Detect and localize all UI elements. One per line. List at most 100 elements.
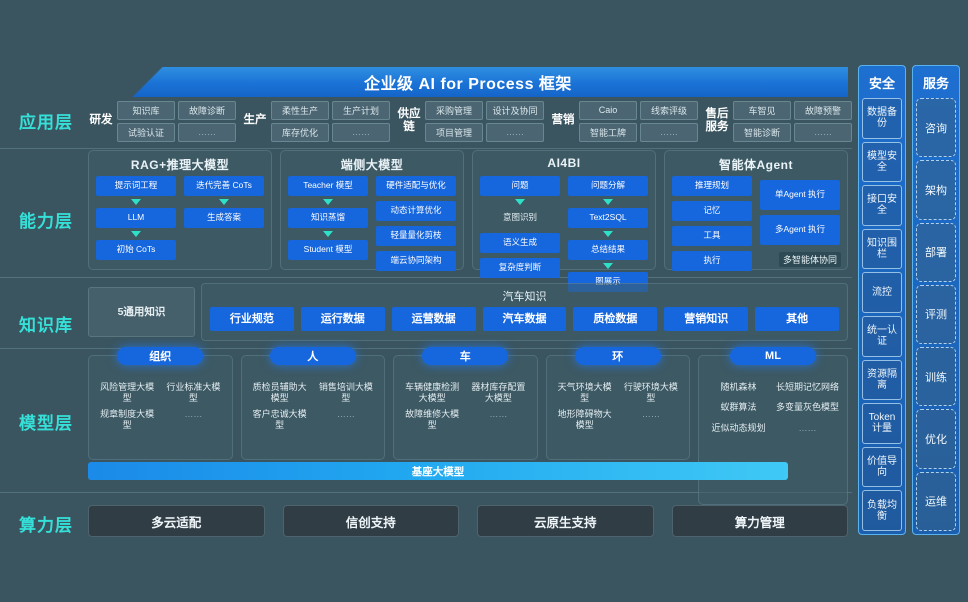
model-cell[interactable]: 车辆健康检测大模型 [405,382,460,404]
model-cell-more[interactable]: …… [184,408,203,419]
app-cell-more[interactable]: …… [794,122,852,142]
app-cell-more[interactable]: …… [640,122,698,142]
security-item[interactable]: 统一认证 [862,315,902,357]
app-group-production[interactable]: 生产 柔性生产 生产计划 库存优化 …… [242,99,390,143]
model-cell-more[interactable]: …… [798,422,817,433]
model-cell[interactable]: 地形障碍物大模型 [557,408,612,430]
model-cell[interactable]: 行业标准大模型 [166,382,221,404]
model-cell[interactable]: 质检员辅助大模型 [252,382,307,404]
model-cell[interactable]: 销售培训大模型 [318,382,373,404]
capability-node[interactable]: 推理规划 [672,176,752,196]
security-item[interactable]: 资源隔离 [862,359,902,401]
knowledge-item[interactable]: 运行数据 [300,307,385,331]
app-cell[interactable]: 柔性生产 [271,100,329,120]
capability-panel-ai4bi[interactable]: AI4BI 问题 意图识别 语义生成 复杂度判断 问题分解 Text2SQL 总… [472,150,656,292]
model-cell[interactable]: 行驶环境大模型 [623,382,678,404]
capability-node[interactable]: 多Agent 执行 [760,215,840,245]
service-item[interactable]: 优化 [916,409,956,469]
security-item[interactable]: 知识围栏 [862,228,902,270]
capability-panel-edge-model[interactable]: 端侧大模型 Teacher 模型 知识蒸馏 Student 模型 硬件适配与优化… [280,150,464,271]
service-item[interactable]: 架构 [916,160,956,220]
knowledge-item[interactable]: 其他 [755,307,840,331]
capability-node[interactable]: 端云协同架构 [376,251,456,271]
service-item[interactable]: 训练 [916,347,956,407]
capability-node[interactable]: 知识蒸馏 [288,208,368,228]
app-cell[interactable]: 车智见 [733,100,791,120]
compute-item-multicloud[interactable]: 多云适配 [88,505,265,537]
model-group-ml[interactable]: ML 随机森林 长短期记忆网络 蚁群算法 多变量灰色模型 近似动态规划 …… [698,347,848,505]
app-cell[interactable]: Caio [579,100,637,120]
model-group-environment[interactable]: 环 天气环境大模型 行驶环境大模型 地形障碍物大模型 …… [545,347,690,460]
security-item[interactable]: Token计量 [862,403,902,444]
model-cell[interactable]: 长短期记忆网络 [776,382,840,392]
knowledge-item[interactable]: 行业规范 [210,307,294,331]
capability-node[interactable]: 意图识别 [502,212,537,223]
service-item[interactable]: 部署 [916,222,956,282]
security-item[interactable]: 流控 [862,272,902,313]
app-cell[interactable]: 线索评级 [640,100,698,120]
capability-panel-rag[interactable]: RAG+推理大模型 提示词工程 LLM 初始 CoTs 迭代完善 CoTs 生成… [88,150,272,270]
app-cell[interactable]: 生产计划 [332,100,390,120]
app-cell[interactable]: 采购管理 [425,100,483,120]
capability-node[interactable]: 问题 [480,176,560,196]
app-group-rd[interactable]: 研发 知识库 故障诊断 试验认证 …… [88,99,236,143]
capability-node[interactable]: Student 模型 [288,240,368,260]
knowledge-item[interactable]: 汽车数据 [482,307,567,331]
capability-node[interactable]: 执行 [672,251,752,271]
app-cell-more[interactable]: …… [486,122,544,142]
base-model-bar[interactable]: 基座大模型 [88,462,788,480]
service-item[interactable]: 评测 [916,284,956,345]
app-cell[interactable]: 故障诊断 [178,100,236,120]
app-cell[interactable]: 试验认证 [117,122,175,142]
model-group-vehicle[interactable]: 车 车辆健康检测大模型 器材库存配置大模型 故障维修大模型 …… [393,347,538,460]
model-cell[interactable]: 随机森林 [720,382,757,392]
model-cell[interactable]: 客户忠诚大模型 [252,408,307,430]
capability-node[interactable]: 迭代完善 CoTs [184,176,264,196]
capability-node[interactable]: 生成答案 [184,208,264,228]
capability-node[interactable]: 工具 [672,226,752,246]
capability-node[interactable]: 语义生成 [480,233,560,253]
capability-node[interactable]: 总结结果 [568,240,648,260]
capability-node[interactable]: 动态计算优化 [376,201,456,221]
capability-node[interactable]: Teacher 模型 [288,176,368,196]
model-cell-more[interactable]: …… [336,408,355,419]
model-cell[interactable]: 近似动态规划 [711,422,766,433]
app-cell[interactable]: 知识库 [117,100,175,120]
capability-node[interactable]: 记忆 [672,201,752,221]
model-cell[interactable]: 故障维修大模型 [405,408,460,430]
app-group-marketing[interactable]: 营销 Caio 线索评级 智能工牌 …… [550,99,698,143]
app-group-supply-chain[interactable]: 供应链 采购管理 设计及协同 项目管理 …… [396,99,544,143]
model-cell[interactable]: 器材库存配置大模型 [471,382,526,404]
compute-item-compute-mgmt[interactable]: 算力管理 [671,505,848,537]
capability-node[interactable]: LLM [96,208,176,228]
model-cell[interactable]: 风险管理大模型 [100,382,155,404]
security-item[interactable]: 模型安全 [862,141,902,183]
security-item[interactable]: 数据备份 [862,98,902,139]
capability-node[interactable]: 初始 CoTs [96,240,176,260]
capability-node[interactable]: 问题分解 [568,176,648,196]
model-group-organization[interactable]: 组织 风险管理大模型 行业标准大模型 规章制度大模型 …… [88,347,233,460]
capability-panel-agent[interactable]: 智能体Agent 推理规划 记忆 工具 执行 单Agent 执行 多Agent … [664,150,848,271]
capability-node[interactable]: 单Agent 执行 [760,180,840,210]
security-item[interactable]: 价值导向 [862,446,902,488]
app-cell[interactable]: 库存优化 [271,122,329,142]
security-item[interactable]: 负载均衡 [862,490,902,531]
capability-node[interactable]: 轻量量化剪枝 [376,226,456,246]
model-cell[interactable]: 蚁群算法 [720,402,757,413]
model-cell-more[interactable]: …… [489,408,508,419]
security-item[interactable]: 接口安全 [862,185,902,226]
capability-node[interactable]: 提示词工程 [96,176,176,196]
general-knowledge-box[interactable]: 5通用知识 [88,287,195,337]
model-cell[interactable]: 天气环境大模型 [557,382,612,404]
app-group-aftersales[interactable]: 售后服务 车智见 故障预警 智能诊断 …… [704,99,852,143]
compute-item-xinchuang[interactable]: 信创支持 [282,505,459,537]
capability-node[interactable]: 复杂度判断 [480,258,560,278]
app-cell-more[interactable]: …… [178,122,236,142]
app-cell-more[interactable]: …… [332,122,390,142]
knowledge-item[interactable]: 质检数据 [573,307,658,331]
model-cell-more[interactable]: …… [641,408,660,419]
model-cell[interactable]: 规章制度大模型 [100,408,155,430]
capability-node[interactable]: Text2SQL [568,208,648,228]
knowledge-item[interactable]: 营销知识 [664,307,749,331]
app-cell[interactable]: 项目管理 [425,122,483,142]
